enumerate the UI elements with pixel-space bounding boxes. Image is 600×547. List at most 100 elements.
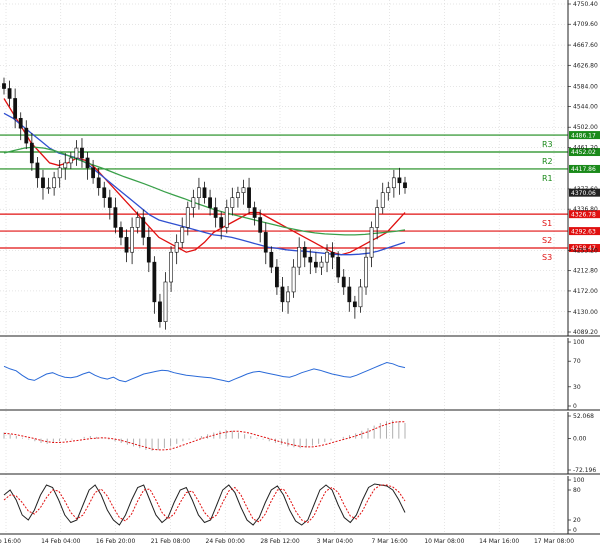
candle-body (319, 261, 324, 268)
candle-body (330, 251, 335, 258)
x-tick-label: 16 Feb 20:00 (96, 538, 136, 545)
price-tick-label: 4709.60 (573, 21, 598, 28)
candle-body (24, 127, 29, 144)
candle-body (369, 227, 374, 258)
level-name-r1: R1 (542, 174, 553, 183)
candle-body (241, 187, 246, 194)
price-tick-label: 4461.20 (573, 144, 598, 151)
candle-body (7, 88, 12, 99)
candle-body (18, 117, 23, 129)
level-name-s2: S2 (542, 236, 552, 245)
candle-body (403, 182, 407, 189)
price-tick-label: 4172.00 (573, 288, 598, 295)
price-tick-label: 4502.00 (573, 124, 598, 131)
candle-body (41, 177, 45, 189)
candle-body (191, 197, 196, 208)
candle-body (247, 187, 251, 208)
price-tick-label: 4667.60 (573, 42, 598, 49)
candle-body (152, 261, 157, 303)
candle-body (325, 251, 329, 263)
candle-body (341, 276, 346, 288)
level-price-label: 4486.17 (571, 132, 596, 139)
rsi-tick-label: 30 (573, 384, 581, 391)
candle-body (336, 256, 341, 278)
stoch-k-line (3, 483, 406, 526)
candle-body (141, 217, 146, 238)
candle-body (275, 266, 279, 288)
rsi-tick-label: 0 (573, 403, 577, 410)
candle-body (219, 217, 224, 228)
macd-signal-line (3, 421, 405, 451)
stoch-tick-label: 80 (573, 487, 581, 494)
level-price-tag (569, 244, 600, 253)
level-name-s3: S3 (542, 253, 552, 262)
stoch-tick-label: 0 (573, 527, 577, 534)
candle-body (208, 197, 212, 208)
candle-body (230, 197, 235, 208)
macd-tick-label: 0.00 (573, 436, 587, 443)
candle-body (102, 187, 107, 198)
candle-body (63, 162, 68, 169)
candle-body (57, 167, 62, 179)
x-tick-label: 28 Feb 12:00 (260, 538, 300, 545)
x-tick-label: 3 Mar 04:00 (317, 538, 353, 545)
last-price-label: 4370.06 (571, 190, 596, 197)
candle-body (263, 232, 268, 253)
candle-body (46, 187, 51, 190)
candle-body (52, 177, 57, 189)
candle-body (80, 147, 84, 159)
candle-body (163, 281, 168, 322)
candle-body (185, 207, 190, 228)
candle-body (347, 286, 352, 303)
candle-body (13, 98, 18, 119)
level-price-label: 4452.02 (571, 149, 596, 156)
level-price-label: 4326.78 (571, 211, 596, 218)
candle-body (2, 83, 6, 89)
candle-body (258, 217, 263, 233)
candle-body (169, 251, 173, 283)
x-tick-label: Feb 16:00 (0, 538, 21, 545)
level-price-tag (569, 148, 600, 157)
rsi-tick-label: 70 (573, 358, 581, 365)
candle-body (352, 301, 357, 308)
candle-body (202, 187, 207, 198)
candle-body (364, 256, 368, 288)
candle-body (297, 246, 302, 268)
candle-body (146, 237, 151, 263)
candle-body (269, 251, 274, 268)
candle-body (291, 266, 296, 293)
stoch-d-line (3, 484, 406, 524)
price-tick-label: 4253.20 (573, 248, 598, 255)
candle-body (74, 147, 79, 159)
stoch-tick-label: 100 (573, 477, 585, 484)
candle-body (35, 162, 40, 179)
level-price-label: 4292.63 (571, 228, 596, 235)
level-name-s1: S1 (542, 219, 552, 228)
candle-body (280, 286, 285, 303)
candle-body (391, 177, 396, 189)
candle-body (180, 227, 185, 243)
candle-body (375, 207, 380, 228)
level-name-r3: R3 (542, 140, 553, 149)
candle-body (135, 217, 140, 228)
candle-body (158, 301, 162, 322)
x-tick-label: 17 Mar 08:00 (534, 538, 574, 545)
candle-body (224, 207, 229, 228)
candle-body (302, 246, 307, 258)
x-tick-label: 24 Feb 00:00 (206, 538, 246, 545)
candle-body (91, 167, 96, 179)
price-tick-label: 4750.40 (573, 1, 598, 8)
price-tick-label: 4336.80 (573, 206, 598, 213)
candle-body (119, 227, 123, 238)
x-tick-label: 21 Feb 08:00 (151, 538, 191, 545)
stoch-tick-label: 20 (573, 517, 581, 524)
x-tick-label: 14 Mar 16:00 (479, 538, 519, 545)
price-tick-label: 4089.20 (573, 329, 598, 336)
level-price-tag (569, 210, 600, 219)
candle-body (107, 197, 112, 208)
rsi-line (3, 361, 406, 383)
candle-body (358, 286, 363, 308)
candle-body (386, 187, 391, 194)
